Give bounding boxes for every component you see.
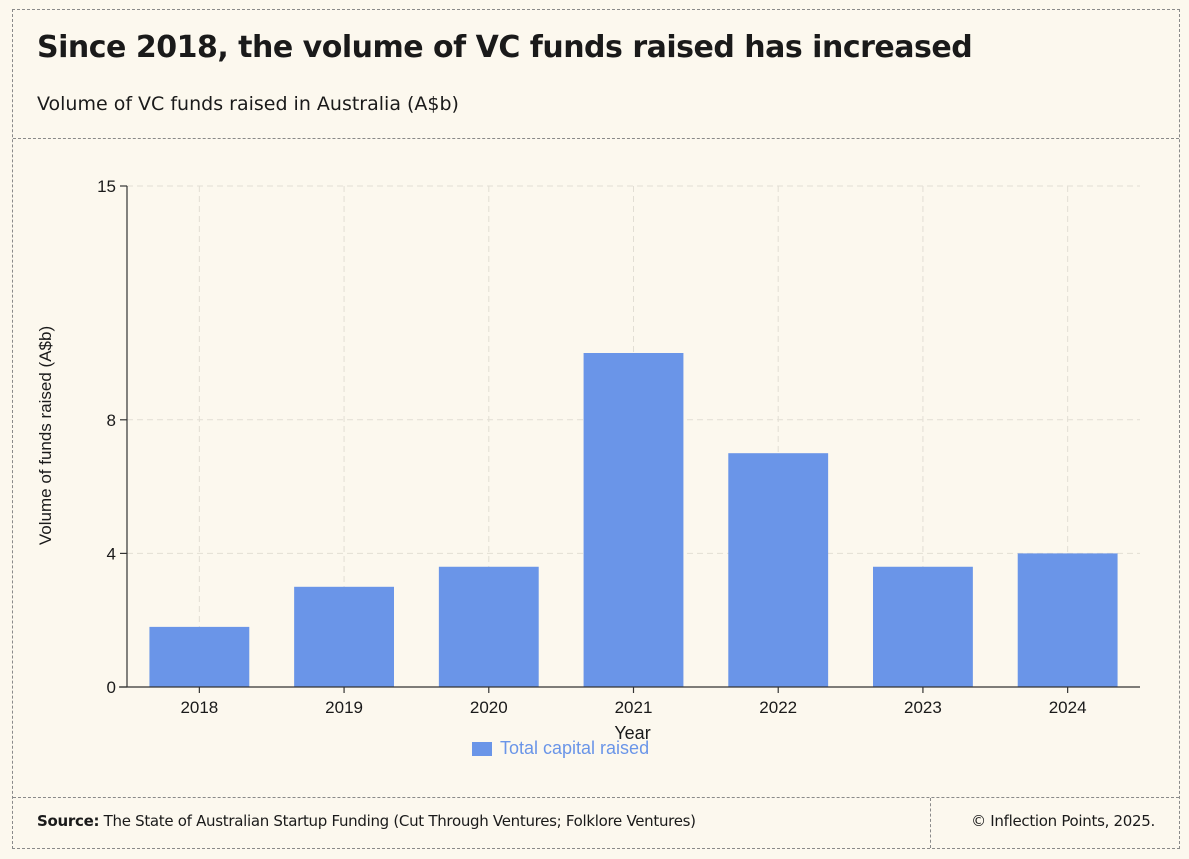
x-tick-label: 2018 xyxy=(180,698,218,717)
x-tick-label: 2024 xyxy=(1049,698,1087,717)
x-tick-label: 2023 xyxy=(904,698,942,717)
footer-divider xyxy=(930,798,931,848)
chart-legend: Total capital raised xyxy=(472,738,649,759)
x-tick-label: 2022 xyxy=(759,698,797,717)
y-tick-label: 8 xyxy=(107,411,116,430)
x-tick-label: 2019 xyxy=(325,698,363,717)
chart-title: Since 2018, the volume of VC funds raise… xyxy=(37,30,973,65)
source-note: Source: The State of Australian Startup … xyxy=(37,812,696,830)
chart-footer: Source: The State of Australian Startup … xyxy=(13,797,1179,848)
copyright-note: © Inflection Points, 2025. xyxy=(971,812,1155,830)
y-axis-title: Volume of funds raised (A$b) xyxy=(36,326,55,545)
legend-label: Total capital raised xyxy=(500,738,650,758)
y-tick-label: 0 xyxy=(107,678,116,697)
bar xyxy=(583,353,684,687)
y-tick-label: 15 xyxy=(97,177,116,196)
source-label: Source: xyxy=(37,812,100,830)
x-axis-title: Year xyxy=(614,723,650,743)
x-tick-label: 2020 xyxy=(470,698,508,717)
bar xyxy=(728,453,829,687)
bar xyxy=(294,586,394,687)
bar xyxy=(873,566,973,687)
bar xyxy=(149,626,250,687)
chart-header: Since 2018, the volume of VC funds raise… xyxy=(13,10,1179,139)
source-text: The State of Australian Startup Funding … xyxy=(103,812,696,830)
bar xyxy=(1017,553,1118,687)
x-tick-label: 2021 xyxy=(615,698,653,717)
chart-frame: Since 2018, the volume of VC funds raise… xyxy=(12,9,1180,849)
bar xyxy=(438,566,539,687)
chart-subtitle: Volume of VC funds raised in Australia (… xyxy=(37,93,459,115)
legend-swatch xyxy=(472,741,492,756)
y-tick-label: 4 xyxy=(107,544,116,563)
